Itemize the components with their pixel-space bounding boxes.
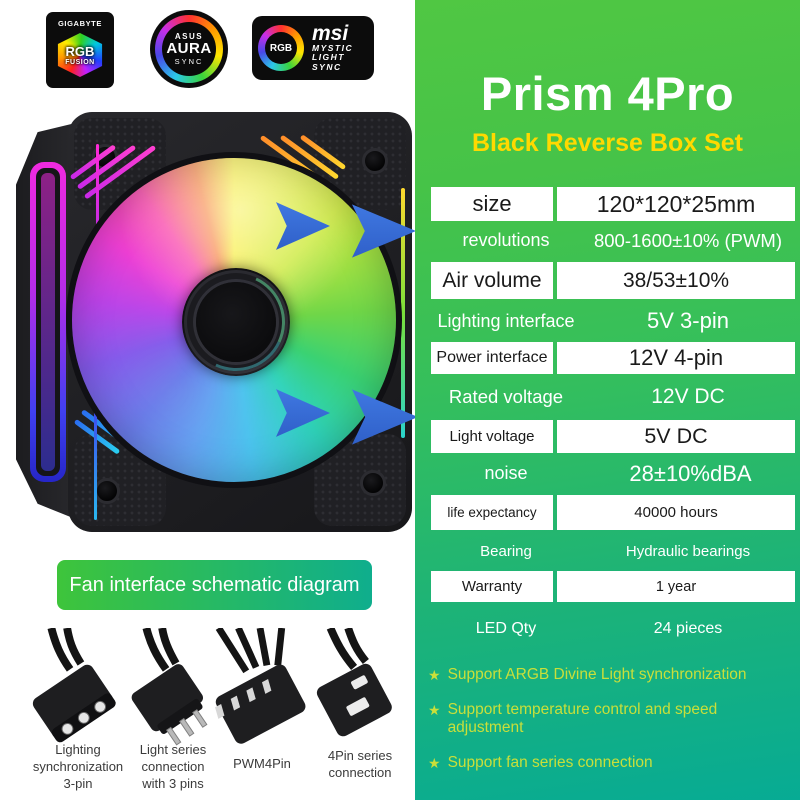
connector-label: Lighting synchronization 3-pin — [32, 742, 124, 791]
product-subtitle: Black Reverse Box Set — [472, 129, 743, 157]
spec-row: Lighting interface 5V 3-pin — [431, 303, 795, 339]
asus-badge-center: ASUS AURA SYNC — [162, 22, 216, 76]
spec-row: size 120*120*25mm — [431, 187, 795, 221]
spec-row: revolutions 800-1600±10% (PWM) — [431, 224, 795, 257]
spec-value: 40000 hours — [557, 495, 795, 530]
product-info-panel: Prism 4Pro Black Reverse Box Set size 12… — [415, 0, 800, 800]
connector-label: Light series connection with 3 pins — [139, 742, 207, 791]
spec-label: LED Qty — [475, 619, 537, 637]
aura-label: AURA — [166, 40, 212, 57]
screw-hole-icon — [360, 470, 386, 496]
rgb-label: RGB — [269, 42, 293, 54]
product-title: Prism 4Pro — [480, 67, 735, 120]
spec-label: Bearing — [480, 543, 532, 560]
spec-label: Light voltage — [431, 420, 553, 453]
spec-row: life expectancy 40000 hours — [431, 495, 795, 530]
spec-value: 1 year — [557, 571, 795, 602]
feature-item: ★ Support temperature control and speed … — [428, 701, 796, 737]
msi-brand-label: msi — [312, 21, 349, 45]
light-label: LIGHT — [312, 52, 345, 63]
rgb-fusion-hexagon-icon: RGB FUSION — [57, 33, 103, 77]
spec-label: life expectancy — [431, 495, 553, 530]
rgb-label: RGB — [65, 44, 95, 59]
diagram-heading: Fan interface schematic diagram — [57, 560, 372, 610]
spec-row: LED Qty 24 pieces — [431, 611, 795, 646]
connector-label: 4Pin series connection — [327, 748, 393, 780]
star-icon: ★ — [428, 702, 441, 718]
spec-row: Bearing Hydraulic bearings — [431, 536, 795, 567]
connector-argb-3pin-female-image — [25, 627, 125, 756]
connector-3pin-male-image — [122, 627, 222, 756]
msi-mystic-light-badge: RGB msi MYSTIC LIGHT SYNC — [252, 16, 374, 80]
fan-side-rgb-strip — [30, 162, 66, 482]
feature-item: ★ Support fan series connection — [428, 754, 796, 772]
msi-badge-text: msi MYSTIC LIGHT SYNC — [312, 21, 354, 73]
spec-value: 38/53±10% — [557, 262, 795, 299]
star-icon: ★ — [428, 755, 441, 771]
feature-text: Support temperature control and speed ad… — [447, 701, 718, 736]
spec-label: Power interface — [431, 342, 553, 374]
spec-value: 120*120*25mm — [557, 187, 795, 221]
feature-text: Support fan series connection — [447, 754, 653, 771]
spec-value: Hydraulic bearings — [625, 543, 751, 560]
spec-value: 5V 3-pin — [647, 308, 729, 333]
spec-value: 800-1600±10% (PWM) — [593, 229, 783, 251]
spec-row: Rated voltage 12V DC — [431, 379, 795, 415]
connector-4pin-male-image — [308, 626, 408, 756]
rgb-edge-glow — [94, 400, 97, 520]
fan-photo — [8, 104, 418, 540]
spec-table: size 120*120*25mm revolutions 800-1600±1… — [431, 187, 795, 649]
spec-row: Power interface 12V 4-pin — [431, 342, 795, 374]
feature-list: ★ Support ARGB Divine Light synchronizat… — [428, 666, 796, 789]
connector-label: PWM4Pin — [233, 756, 291, 771]
fan-hub — [182, 268, 290, 376]
spec-label: Rated voltage — [448, 386, 564, 407]
spec-label: Air volume — [431, 262, 553, 299]
spec-value: 12V 4-pin — [557, 342, 795, 374]
spec-label: Lighting interface — [437, 310, 575, 331]
screw-hole-icon — [94, 478, 120, 504]
fusion-label: FUSION — [65, 59, 95, 66]
spec-label: revolutions — [462, 230, 550, 250]
asus-brand-label: ASUS — [174, 32, 204, 41]
spec-value: 28±10%dBA — [629, 460, 752, 486]
rgb-edge-glow — [401, 188, 405, 438]
feature-text: Support ARGB Divine Light synchronizatio… — [447, 666, 747, 683]
connector-pwm-4pin-female-image — [212, 626, 312, 756]
asus-aura-sync-badge: ASUS AURA SYNC — [150, 10, 228, 88]
msi-rgb-center: RGB — [265, 32, 297, 64]
spec-row: Air volume 38/53±10% — [431, 262, 795, 299]
spec-value: 5V DC — [557, 420, 795, 453]
spec-value: 24 pieces — [653, 619, 723, 637]
spec-label: size — [431, 187, 553, 221]
star-icon: ★ — [428, 667, 441, 683]
sync-label: SYNC — [312, 61, 342, 72]
spec-row: Warranty 1 year — [431, 571, 795, 602]
gigabyte-brand-label: GIGABYTE — [58, 19, 102, 28]
gigabyte-rgb-fusion-badge: GIGABYTE RGB FUSION — [46, 12, 114, 88]
spec-row: Light voltage 5V DC — [431, 420, 795, 453]
feature-item: ★ Support ARGB Divine Light synchronizat… — [428, 666, 796, 684]
mystic-label: MYSTIC — [312, 42, 354, 53]
spec-value: 12V DC — [651, 385, 725, 408]
rgb-ring-icon: RGB — [258, 25, 304, 71]
spec-row: noise 28±10%dBA — [415, 456, 800, 491]
screw-hole-icon — [362, 148, 388, 174]
spec-label: noise — [484, 463, 528, 483]
rgb-edge-glow — [96, 144, 99, 256]
spec-label: Warranty — [431, 571, 553, 602]
sync-label: SYNC — [174, 57, 204, 66]
